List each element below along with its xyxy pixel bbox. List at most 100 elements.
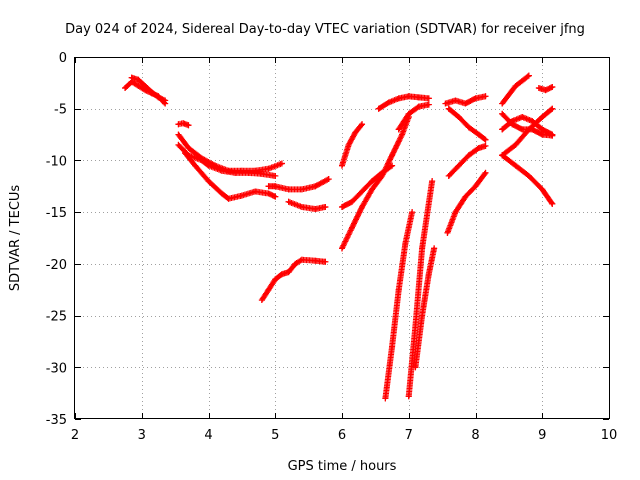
marker-trace [499, 72, 532, 107]
data-point [272, 183, 279, 190]
data-point [339, 245, 345, 252]
data-point [298, 186, 305, 193]
series-arc-09 [258, 256, 329, 304]
data-point [175, 141, 182, 148]
data-point [185, 145, 192, 152]
data-point [482, 136, 489, 143]
data-point [549, 200, 556, 207]
data-point [425, 95, 432, 102]
data-point [265, 165, 272, 172]
marker-trace [412, 245, 438, 371]
marker-trace [444, 169, 489, 236]
data-point [185, 122, 192, 129]
data-point [272, 172, 279, 179]
data-point [475, 131, 482, 138]
data-point [385, 99, 392, 106]
data-point [198, 157, 205, 164]
y-tick-label: -10 [46, 154, 67, 169]
data-point [509, 121, 516, 128]
series-arc-03 [175, 120, 192, 129]
data-point [285, 186, 292, 193]
series-arc-15 [382, 209, 416, 402]
data-point [499, 152, 506, 159]
data-point [272, 276, 279, 283]
data-point [542, 87, 549, 94]
data-point [525, 72, 532, 79]
data-point [519, 113, 526, 120]
series-arc-13 [375, 93, 432, 112]
y-tick-label: -35 [46, 413, 67, 428]
series-arc-16 [405, 178, 436, 400]
data-point [375, 105, 382, 112]
data-point [419, 245, 426, 252]
data-point [452, 209, 459, 216]
data-point [232, 169, 239, 176]
series-arc-14 [395, 101, 432, 133]
data-point [225, 195, 232, 202]
y-tick-label: -25 [46, 310, 67, 325]
data-point [258, 170, 265, 177]
y-tick-label: -30 [46, 361, 67, 376]
data-point [382, 395, 389, 402]
data-point [128, 74, 135, 81]
data-point [399, 131, 406, 138]
data-point [298, 256, 305, 263]
marker-trace [395, 101, 432, 133]
data-point [462, 100, 469, 107]
data-point [475, 145, 482, 152]
data-point [180, 120, 187, 127]
data-point [238, 192, 245, 199]
data-point [405, 393, 412, 400]
data-point [272, 193, 279, 200]
grid [75, 57, 609, 419]
data-point [395, 286, 402, 293]
data-point [525, 126, 532, 133]
data-point [512, 82, 519, 89]
series-arc-11 [339, 113, 412, 252]
data-point [549, 105, 556, 112]
data-point [539, 186, 546, 193]
series-arc-19 [445, 105, 489, 143]
data-marks [122, 72, 556, 402]
data-point [419, 312, 426, 319]
data-point [482, 142, 489, 149]
data-point [218, 167, 225, 174]
x-axis-label: GPS time / hours [288, 459, 397, 474]
marker-trace [285, 198, 329, 213]
data-point [539, 113, 546, 120]
x-tick-label: 8 [471, 428, 479, 443]
data-point [369, 178, 376, 185]
data-point [278, 271, 285, 278]
data-point [379, 169, 386, 176]
marker-trace [128, 74, 169, 104]
y-tick-label: -20 [46, 258, 67, 273]
series-arc-12 [339, 162, 396, 210]
data-point [205, 178, 212, 185]
data-point [148, 89, 155, 96]
data-point [539, 131, 546, 138]
data-point [412, 364, 419, 371]
y-tick-label: 0 [59, 51, 67, 66]
data-point [345, 141, 352, 148]
data-point [444, 229, 451, 236]
data-point [395, 126, 402, 133]
data-point [452, 97, 459, 104]
data-point [322, 203, 329, 210]
data-point [519, 126, 526, 133]
data-point [135, 76, 142, 83]
series-arc-06 [182, 150, 279, 202]
data-point [455, 113, 462, 120]
data-point [549, 83, 556, 90]
data-point [529, 118, 536, 125]
data-point [512, 141, 519, 148]
data-point [482, 169, 489, 176]
x-tick-label: 4 [204, 428, 212, 443]
data-point [395, 95, 402, 102]
data-point [339, 203, 345, 210]
data-point [312, 183, 319, 190]
chart-title: Day 024 of 2024, Sidereal Day-to-day VTE… [65, 22, 585, 37]
data-point [298, 203, 305, 210]
series-arc-24 [499, 110, 556, 139]
data-point [359, 188, 366, 195]
series-arc-10 [339, 121, 366, 169]
